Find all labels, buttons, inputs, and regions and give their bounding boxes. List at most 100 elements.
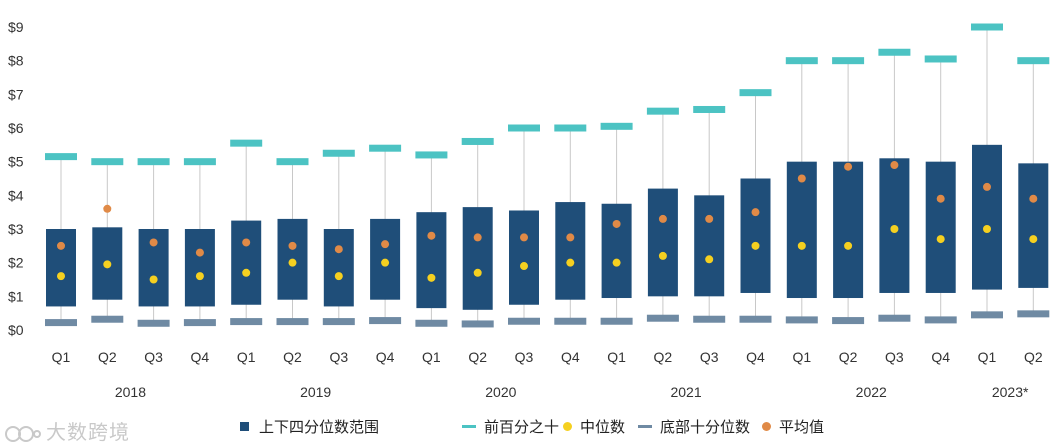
- legend-label-median: 中位数: [580, 417, 626, 436]
- iqr-box: [416, 212, 447, 309]
- median-dots: [57, 225, 1038, 284]
- iqr-box: [231, 220, 262, 305]
- mean-dot: [473, 233, 482, 242]
- bottom-decile-mark: [45, 319, 77, 327]
- legend-item-mean: 平均值: [762, 414, 824, 438]
- top-decile-mark: [1017, 57, 1050, 65]
- legend-label-mean: 平均值: [779, 417, 825, 436]
- bottom-decile-mark: [91, 315, 124, 323]
- top-decile-mark: [554, 124, 587, 132]
- top-decile-mark: [832, 57, 865, 65]
- iqr-box: [46, 229, 76, 307]
- year-label: 2018: [115, 384, 146, 400]
- y-tick-label: $7: [8, 86, 24, 102]
- x-tick-label: Q1: [792, 349, 811, 365]
- year-label: 2022: [856, 384, 887, 400]
- top-decile-mark: [45, 153, 77, 161]
- median-dot: [983, 225, 991, 233]
- bottom-decile-mark: [924, 316, 957, 324]
- x-tick-label: Q2: [839, 349, 858, 365]
- top-decile-mark: [924, 55, 957, 63]
- legend-box-swatch: [240, 421, 249, 431]
- x-tick-label: Q2: [468, 349, 487, 365]
- top-decile-mark: [230, 139, 263, 147]
- median-dot: [242, 268, 251, 277]
- legend-item-box: 上下四分位数范围: [240, 414, 379, 438]
- mean-dots: [57, 161, 1038, 257]
- top-decile-mark: [183, 158, 216, 166]
- bottom-decile-mark: [739, 315, 772, 323]
- mean-dot: [890, 161, 899, 170]
- bottom-decile-mark: [785, 316, 818, 324]
- median-dot: [1029, 235, 1038, 244]
- iqr-box: [555, 202, 586, 300]
- mean-dot: [797, 174, 806, 183]
- y-tick-label: $1: [8, 288, 24, 304]
- top-decile-mark: [322, 149, 355, 157]
- year-label: 2019: [300, 384, 331, 400]
- mean-dot: [149, 238, 158, 247]
- iqr-box: [833, 161, 864, 299]
- year-label: 2020: [485, 384, 516, 400]
- top-decile-mark: [137, 158, 170, 166]
- mean-dot: [658, 214, 667, 223]
- median-dot: [288, 258, 297, 267]
- median-dot: [473, 268, 482, 277]
- bottom-decile-mark: [137, 319, 170, 327]
- watermark: 大数跨境: [4, 416, 130, 445]
- y-tick-label: $9: [8, 19, 24, 35]
- iqr-box: [462, 207, 493, 310]
- bottom-decile-mark: [183, 319, 216, 327]
- median-dot: [566, 258, 575, 267]
- median-dot: [520, 262, 528, 271]
- iqr-box: [786, 161, 817, 299]
- x-tick-label: Q3: [700, 349, 719, 365]
- iqr-box: [509, 210, 539, 305]
- legend-label-box: 上下四分位数范围: [259, 417, 380, 436]
- mean-dot: [288, 241, 297, 250]
- y-tick-label: $0: [8, 322, 24, 338]
- top-decile-mark: [415, 151, 448, 159]
- legend-item-top10: 前百分之十: [462, 414, 559, 438]
- legend: 上下四分位数范围 前百分之十 中位数 底部十分位数 平均值: [0, 414, 1063, 440]
- median-dot: [890, 225, 899, 233]
- y-tick-label: $5: [8, 154, 24, 170]
- mean-dot: [705, 214, 714, 223]
- legend-mean-swatch: [762, 421, 771, 431]
- mean-dot: [427, 231, 436, 240]
- bottom-decile-mark: [646, 314, 679, 322]
- iqr-box: [323, 229, 354, 307]
- legend-label-top10: 前百分之十: [484, 417, 560, 436]
- bottom-decile-mark: [322, 318, 355, 326]
- mean-dot: [242, 238, 251, 247]
- mean-dot: [381, 240, 390, 249]
- box-plot-chart: $0$1$2$3$4$5$6$7$8$9 Q1 Q2 Q3 Q4 Q1 Q2 Q3 Q4 Q1 Q…: [8, 19, 1050, 400]
- median-dot: [103, 260, 112, 269]
- mean-dot: [195, 248, 204, 257]
- bottom-decile-mark: [508, 317, 540, 325]
- median-dot: [57, 272, 65, 281]
- median-dot: [658, 251, 667, 260]
- y-tick-label: $2: [8, 255, 24, 271]
- watermark-logo-icon: [5, 425, 41, 442]
- x-tick-label: Q2: [1024, 349, 1043, 365]
- iqr-box: [694, 195, 725, 297]
- median-dot: [381, 258, 390, 267]
- top-decile-mark: [600, 122, 633, 130]
- top-decile-mark: [91, 158, 124, 166]
- x-tick-label: Q3: [329, 349, 348, 365]
- y-tick-label: $3: [8, 221, 24, 237]
- x-tick-label: Q3: [515, 349, 534, 365]
- year-label: 2021: [670, 384, 701, 400]
- median-dot: [844, 241, 853, 250]
- bottom-decile-mark: [276, 318, 309, 326]
- median-dot: [936, 235, 945, 244]
- iqr-box: [647, 188, 678, 297]
- bottom-decile-mark: [832, 317, 865, 325]
- watermark-text: 大数跨境: [46, 420, 130, 444]
- bottom-decile-marks: [45, 310, 1050, 328]
- y-tick-label: $4: [8, 187, 24, 203]
- legend-item-median: 中位数: [563, 414, 625, 438]
- legend-top10-swatch: [462, 424, 476, 428]
- mean-dot: [844, 162, 853, 171]
